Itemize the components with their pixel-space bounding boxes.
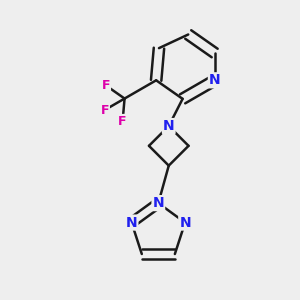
Text: N: N xyxy=(163,119,175,133)
Text: F: F xyxy=(118,115,127,128)
Text: N: N xyxy=(209,73,220,87)
Text: N: N xyxy=(152,196,164,210)
Text: N: N xyxy=(179,216,191,230)
Text: N: N xyxy=(126,216,137,230)
Text: F: F xyxy=(102,79,110,92)
Text: F: F xyxy=(100,103,109,116)
